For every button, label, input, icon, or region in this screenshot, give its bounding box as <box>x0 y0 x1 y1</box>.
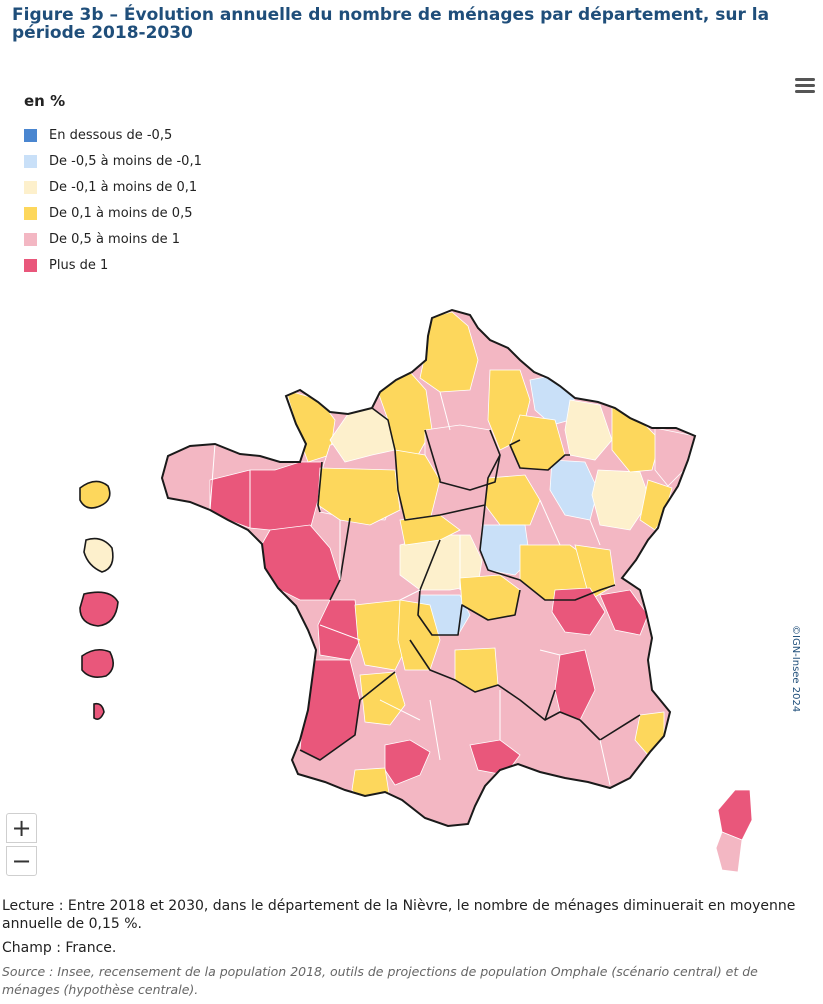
menu-icon-bar <box>795 84 815 87</box>
legend-swatch <box>24 154 37 168</box>
region-border <box>409 639 556 721</box>
region-borders <box>299 407 641 761</box>
department-line <box>379 699 421 721</box>
region-border <box>417 539 521 636</box>
department-region[interactable] <box>351 767 391 806</box>
legend-item-c4[interactable]: De 0,1 à moins de 0,5 <box>24 200 284 226</box>
region-border <box>544 711 641 741</box>
legend-label: De -0,5 à moins de -0,1 <box>49 153 202 169</box>
menu-icon-bar <box>795 90 815 93</box>
figure-title: Figure 3b – Évolution annuelle du nombre… <box>12 5 770 43</box>
department-line <box>439 391 451 431</box>
legend-item-c3[interactable]: De -0,1 à moins de 0,1 <box>24 174 284 200</box>
department-line <box>599 739 611 786</box>
department-line <box>429 699 441 761</box>
region-border <box>371 407 396 451</box>
legend-label: De -0,1 à moins de 0,1 <box>49 179 198 195</box>
legend-label: En dessous de -0,5 <box>49 127 173 143</box>
legend-item-c2[interactable]: De -0,5 à moins de -0,1 <box>24 148 284 174</box>
note-source: Source : Insee, recensement de la popula… <box>2 964 758 997</box>
legend-swatch <box>24 232 37 246</box>
legend-label: Plus de 1 <box>49 257 109 273</box>
legend: en % En dessous de -0,5 De -0,5 à moins … <box>24 92 284 278</box>
chart-menu-button[interactable] <box>795 78 817 96</box>
region-border <box>424 429 501 491</box>
legend-label: De 0,1 à moins de 0,5 <box>49 205 193 221</box>
note-lecture: Lecture : Entre 2018 et 2030, dans le dé… <box>2 898 796 932</box>
figure-notes: Lecture : Entre 2018 et 2030, dans le dé… <box>2 897 817 1004</box>
legend-label: De 0,5 à moins de 1 <box>49 231 181 247</box>
department-lines <box>209 391 611 786</box>
region-border <box>317 461 323 513</box>
region-border <box>299 671 396 761</box>
region-border <box>394 449 501 521</box>
department-region[interactable] <box>564 399 613 461</box>
legend-swatch <box>24 128 37 142</box>
legend-item-c1[interactable]: En dessous de -0,5 <box>24 122 284 148</box>
legend-title: en % <box>24 92 66 110</box>
legend-swatch <box>24 206 37 220</box>
department-line <box>319 624 361 641</box>
region-border <box>479 504 616 601</box>
departments-layer <box>162 310 695 826</box>
legend-swatch <box>24 180 37 194</box>
department-region[interactable] <box>599 589 649 636</box>
zoom-in-button[interactable]: + <box>6 813 37 843</box>
overseas-outlines <box>79 480 119 720</box>
department-line <box>589 519 601 546</box>
department-line <box>399 589 421 601</box>
map-credit: ©IGN-Insee 2024 <box>790 625 801 713</box>
note-champ: Champ : France. <box>2 940 117 956</box>
department-region[interactable] <box>639 479 673 531</box>
menu-icon-bar <box>795 78 815 81</box>
legend-item-c6[interactable]: Plus de 1 <box>24 252 284 278</box>
region-border <box>509 439 570 471</box>
corsica-south[interactable] <box>715 831 743 873</box>
department-line <box>539 499 561 546</box>
legend-item-c5[interactable]: De 0,5 à moins de 1 <box>24 226 284 252</box>
department-region[interactable] <box>654 427 695 487</box>
department-line <box>539 649 561 656</box>
department-region[interactable] <box>591 469 651 531</box>
legend-swatch <box>24 258 37 272</box>
zoom-out-button[interactable]: − <box>6 846 37 876</box>
department-region[interactable] <box>359 671 406 726</box>
department-line <box>209 443 216 511</box>
